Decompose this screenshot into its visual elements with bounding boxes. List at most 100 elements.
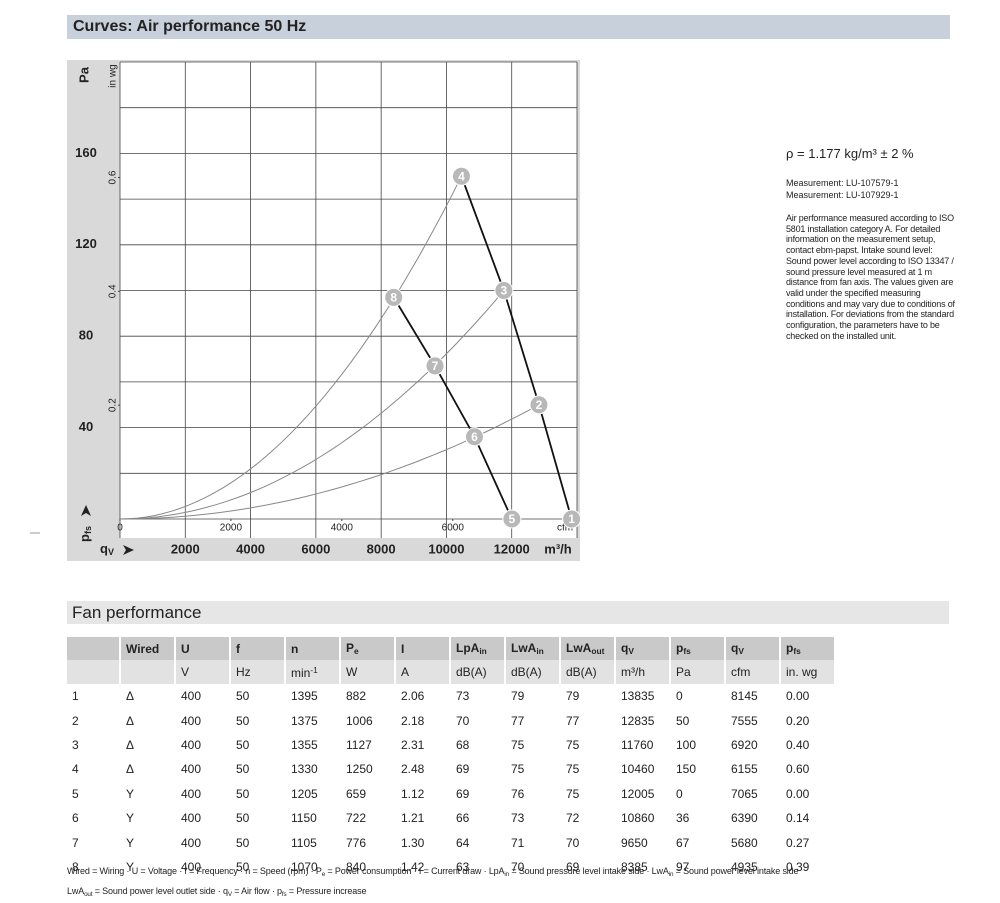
footnote-sub: out	[84, 891, 93, 898]
header-cell: pfs	[671, 637, 726, 660]
x-tick-label: 6000	[301, 541, 330, 556]
table-row: 8 Y 400 50 1070 840 1.42 63 70 69 8385 97 4935 0.39	[67, 854, 836, 880]
footnote-sub: e	[321, 871, 326, 878]
operating-point	[529, 395, 549, 415]
header-cell: Wired	[121, 637, 176, 660]
table-row: 3 Δ 400 50 1355 1127 2.31 68 75 75 11760 100 6920 0.4…	[67, 732, 836, 758]
table-cell: 722	[341, 805, 396, 831]
table-cell: 400	[176, 781, 231, 806]
footnote-text: Wired = Wiring · U = Voltage · f = Frequ…	[67, 866, 322, 876]
units-cell: m³/h	[616, 660, 671, 684]
notes: ρ = 1.177 kg/m³ ± 2 % Measurement: LU-10…	[786, 146, 958, 341]
table-cell: 1070	[286, 854, 341, 880]
table-cell: 100	[671, 732, 726, 758]
table-cell: 0.27	[781, 830, 836, 855]
table-cell: 1150	[286, 805, 341, 831]
table-cell: 0.14	[781, 805, 836, 831]
operating-point	[494, 281, 514, 300]
table-cell: 69	[451, 781, 506, 806]
x-tick-label: 2000	[171, 541, 200, 556]
header-cell: qV	[616, 637, 671, 660]
x2-axis-label: cfm	[557, 523, 573, 534]
density: ρ = 1.177 kg/m³ ± 2 %	[786, 146, 914, 161]
table-cell: 75	[561, 732, 616, 758]
table-cell: Δ	[121, 684, 176, 709]
label-sub: fs	[83, 526, 93, 534]
table-cell: 77	[506, 708, 561, 733]
table-cell: 50	[231, 684, 286, 709]
cell-text: P	[346, 641, 355, 655]
units-cell: V	[176, 660, 231, 684]
cell-text: m³/h	[621, 665, 645, 679]
table-row: 5 Y 400 50 1205 659 1.12 69 76 75 12005 0 7065 0.00	[67, 781, 836, 806]
table-cell: 659	[341, 781, 396, 806]
header-cell: U	[176, 637, 231, 660]
table-cell: 71	[506, 830, 561, 855]
cell-text: in. wg	[786, 665, 818, 679]
table-cell: 12005	[616, 781, 671, 806]
cell-sub: e	[354, 646, 359, 656]
table-cell: 70	[561, 830, 616, 855]
label-main: q	[100, 541, 108, 556]
table-cell: 7	[67, 830, 121, 855]
y-tick-label: 40	[79, 419, 93, 434]
table-cell: 1375	[286, 708, 341, 733]
point-label: 8	[390, 291, 397, 305]
table-cell: 6920	[726, 732, 781, 758]
units-cell	[67, 660, 121, 684]
cell-text: q	[621, 641, 629, 655]
cell-sub: out	[591, 646, 605, 656]
y-tick-label: 120	[75, 236, 97, 251]
units-cell: min-1	[286, 660, 341, 684]
cell-text: p	[786, 641, 794, 655]
operating-point	[384, 287, 404, 307]
table-cell: 68	[451, 732, 506, 758]
table-cell: 10460	[616, 757, 671, 782]
table-cell: 2.06	[396, 684, 451, 709]
y-tick-label: 160	[75, 145, 97, 160]
section-title: Fan performance	[67, 601, 949, 624]
units-cell: A	[396, 660, 451, 684]
footnote-text: = Power consumption · I = Current draw ·…	[325, 866, 505, 876]
footnote-text: = Sound power level outlet side · q	[92, 886, 228, 896]
table-cell: 0.39	[781, 854, 836, 880]
y-axis-label: Pa	[76, 66, 91, 83]
table-cell: 0.40	[781, 732, 836, 758]
cell-text: Wired	[126, 641, 160, 656]
footnote-text: = Sound power level intake side	[673, 866, 799, 876]
x2-tick-label: 0	[117, 523, 123, 534]
table-cell: Y	[121, 805, 176, 831]
cell-text: n	[291, 641, 299, 656]
units-cell	[121, 660, 176, 684]
table-cell: 5	[67, 781, 121, 806]
table-cell: 776	[341, 830, 396, 855]
table-cell: 36	[671, 805, 726, 831]
table-cell: 1250	[341, 757, 396, 782]
header-cell: Pe	[341, 637, 396, 660]
operating-point	[502, 509, 522, 529]
table-cell: Δ	[121, 708, 176, 733]
table-cell: 400	[176, 684, 231, 709]
cell-text: V	[181, 665, 190, 679]
table-cell: 1.21	[396, 805, 451, 831]
table-cell: Y	[121, 854, 176, 880]
table-cell: 150	[671, 757, 726, 782]
y-tick-label: 80	[79, 328, 93, 343]
table-cell: 0	[671, 781, 726, 806]
units-cell: W	[341, 660, 396, 684]
table-cell: 50	[231, 757, 286, 782]
cell-text: dB(A)	[511, 665, 542, 679]
y2-tick-label: 0.6	[108, 170, 119, 184]
table-cell: 13835	[616, 684, 671, 709]
table-cell: 50	[231, 781, 286, 806]
table-cell: 4935	[726, 854, 781, 880]
table-cell: 0.00	[781, 781, 836, 806]
operating-point	[451, 166, 471, 186]
units-cell: Hz	[231, 660, 286, 684]
header-cell: qV	[726, 637, 781, 660]
x-tick-label: 4000	[236, 541, 265, 556]
cell-text: Pa	[676, 665, 691, 679]
table-cell: 69	[451, 757, 506, 782]
